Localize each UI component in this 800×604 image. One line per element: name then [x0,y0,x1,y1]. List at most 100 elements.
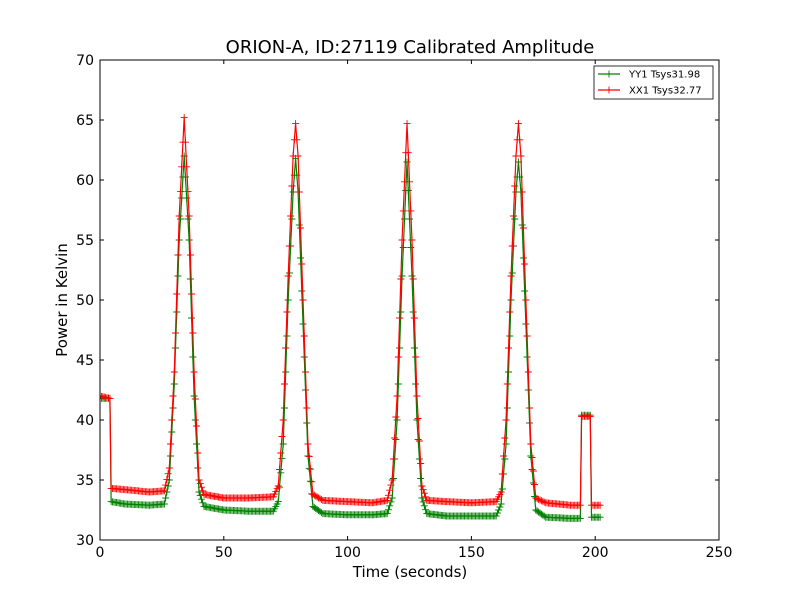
data-point [304,452,312,460]
data-point [414,415,422,422]
data-point [313,493,321,501]
y-tick-label: 45 [76,353,94,369]
data-point [274,482,282,490]
data-point [596,513,604,521]
data-point [309,490,317,498]
data-point [413,392,421,400]
data-point [407,244,415,251]
data-point [295,188,303,196]
data-point [404,149,412,157]
data-point [298,287,306,295]
data-point [399,244,407,251]
data-point [284,272,292,280]
data-point [195,488,203,496]
data-point [195,476,203,484]
data-point [282,344,290,352]
data-point [410,314,418,322]
data-point [174,251,182,259]
data-point [408,272,416,280]
data-point [164,470,172,478]
data-point [280,380,288,388]
data-point [406,178,413,186]
data-point [536,496,544,504]
data-point [493,509,501,517]
data-point [505,368,513,376]
x-tick-label: 50 [215,545,233,561]
data-point [502,416,510,424]
data-point [305,465,313,473]
series-0 [100,152,604,522]
data-point [386,486,394,494]
data-point [294,152,302,160]
data-point [403,158,411,166]
data-point [497,500,505,508]
data-point [284,296,292,304]
data-point [502,440,510,448]
legend-label: YY1 Tsys31.98 [628,70,700,81]
y-axis-label: Power in Kelvin [53,243,71,357]
data-point [389,455,397,463]
data-point [501,434,509,442]
data-point [517,152,525,160]
data-point [277,469,285,477]
data-point [305,453,313,461]
data-point [384,491,392,499]
data-point [276,466,284,473]
legend-label: XX1 Tsys32.77 [629,86,702,97]
data-point [317,496,325,504]
data-point [308,478,316,486]
data-point [277,449,285,457]
data-point [278,433,286,440]
data-point [535,495,543,503]
data-point [394,353,402,361]
data-point [412,380,420,388]
data-point [521,260,529,268]
data-point [387,498,395,506]
data-point [310,491,318,499]
data-point [527,440,535,448]
data-point [163,475,171,483]
data-point [497,488,505,496]
data-point [190,392,198,400]
data-point [540,498,548,506]
data-point [498,470,506,478]
data-point [304,440,312,448]
data-point [410,344,418,352]
data-point [316,495,324,503]
data-point [508,242,516,250]
data-point [521,287,529,295]
data-point [495,506,503,514]
data-point [412,353,420,361]
data-point [507,272,515,280]
data-point [162,494,170,502]
data-point [193,422,201,430]
data-point [397,308,405,316]
data-point [396,344,404,352]
data-point [398,272,406,280]
data-point [394,380,402,388]
data-point [185,236,193,244]
data-point [503,380,511,388]
data-point [383,496,391,504]
data-point [193,440,201,448]
data-point [280,404,288,412]
data-point [506,308,514,316]
data-point [184,187,192,195]
x-axis-label: Time (seconds) [352,563,468,581]
data-point [524,368,532,376]
data-point [297,224,305,232]
data-point [422,493,430,501]
data-point [176,215,184,223]
data-point [406,215,413,223]
data-point [514,120,522,128]
data-point [287,212,295,220]
data-point [198,483,206,491]
data-point [500,452,508,460]
data-point [399,207,407,215]
data-point [176,187,184,195]
data-point [506,332,514,340]
data-point [419,498,427,506]
data-point [527,452,535,460]
data-point [383,510,391,518]
